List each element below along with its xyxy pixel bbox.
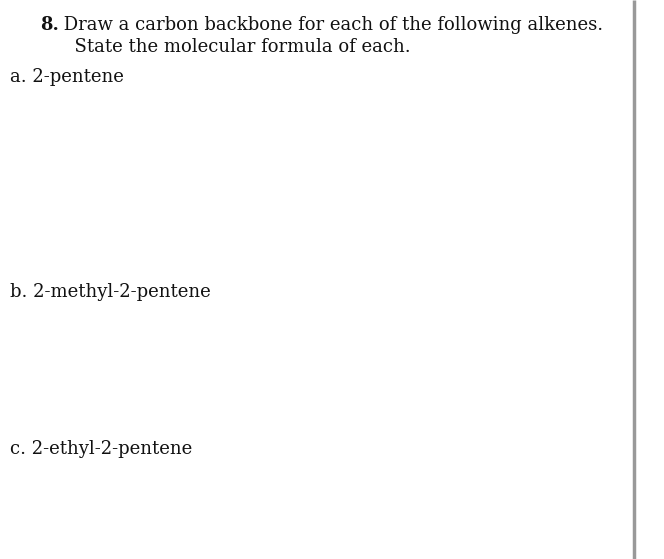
Text: c. 2-ethyl-2-pentene: c. 2-ethyl-2-pentene <box>10 440 193 458</box>
Text: a. 2-pentene: a. 2-pentene <box>10 68 124 86</box>
Text: 8.: 8. <box>40 16 59 34</box>
Text: b. 2-methyl-2-pentene: b. 2-methyl-2-pentene <box>10 283 210 301</box>
Text: State the molecular formula of each.: State the molecular formula of each. <box>40 38 410 56</box>
Text: Draw a carbon backbone for each of the following alkenes.: Draw a carbon backbone for each of the f… <box>58 16 603 34</box>
